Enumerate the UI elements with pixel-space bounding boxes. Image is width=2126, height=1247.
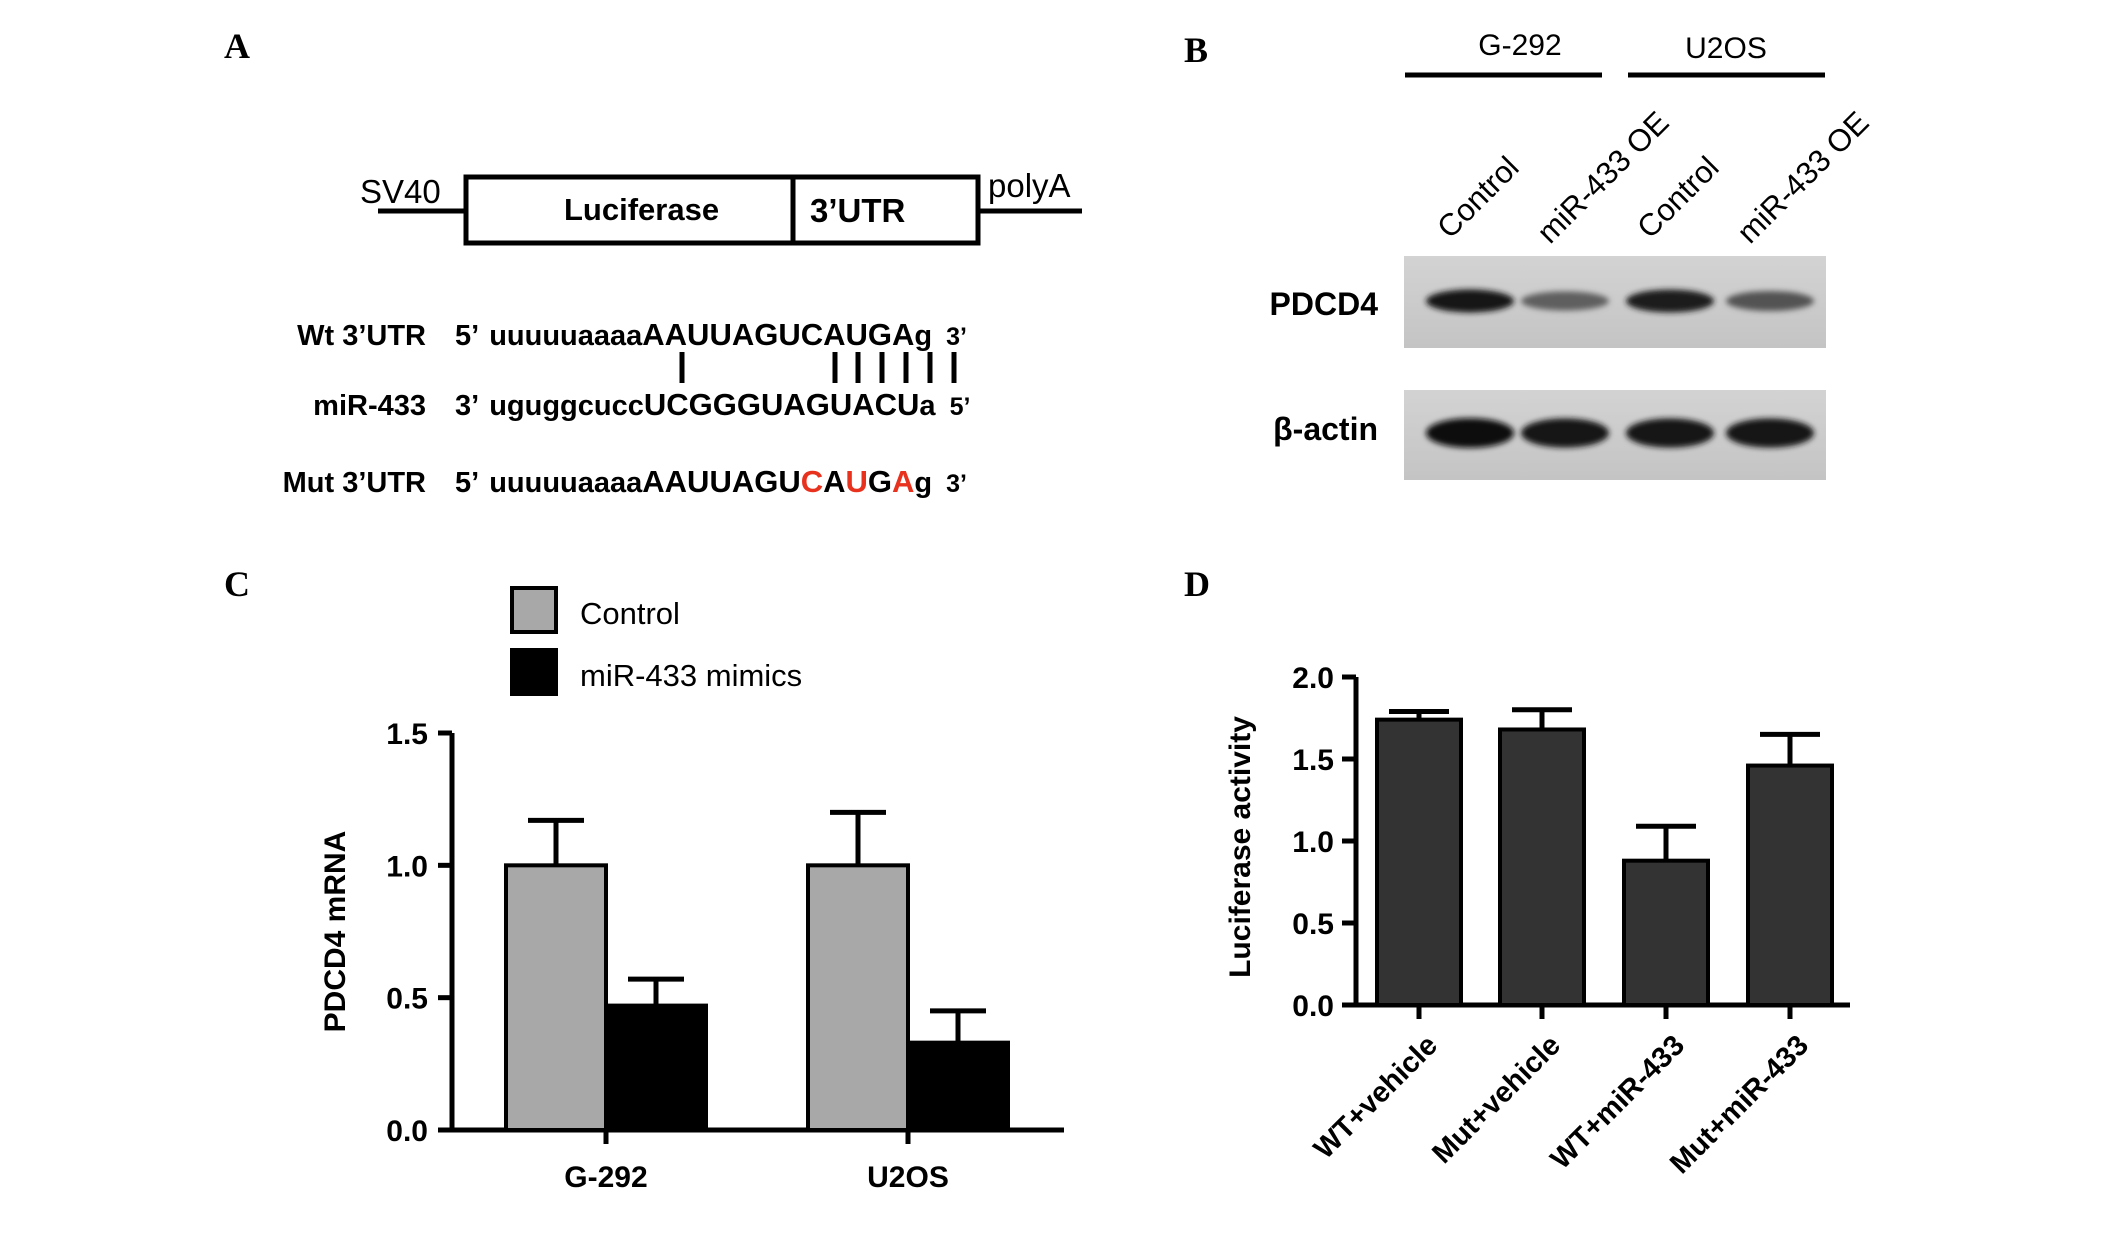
pdcd4-band-1: [1426, 289, 1514, 313]
panel-b-letter: B: [1184, 30, 1208, 70]
lane-label-1: Control: [1430, 150, 1525, 245]
chart-d-bar: [1746, 763, 1834, 1007]
pdcd4-band-3: [1626, 289, 1714, 313]
mut-upper: AAUUAGU: [642, 464, 800, 499]
chart-c-xtick-label: G-292: [564, 1161, 647, 1194]
mut-base-3: A: [892, 464, 914, 499]
mut-lower: uuuuuaaaa: [489, 467, 643, 499]
panel-c: C 0.0 0.5 1.0 1.5 PDCD4 mRNA G-292 U2OS Control…: [224, 564, 1064, 1194]
mir-end: a: [919, 390, 936, 422]
wt-prime-5: 5’: [455, 320, 479, 352]
panel-a: A SV40 Luciferase 3’UTR polyA Wt 3’UTR 5…: [224, 26, 1082, 499]
actin-bands: [1426, 418, 1814, 448]
panel-a-letter: A: [224, 26, 250, 66]
mut-end: g: [914, 467, 932, 499]
group-g292-label: G-292: [1478, 29, 1561, 62]
actin-band-4: [1726, 418, 1814, 448]
pdcd4-band-2: [1521, 291, 1609, 311]
chart-c-bar: [604, 1003, 708, 1133]
wt-end: g: [914, 320, 932, 352]
chart-c-xtick-label: U2OS: [867, 1161, 949, 1194]
chart-c: 0.0 0.5 1.0 1.5 PDCD4 mRNA G-292 U2OS Control mi…: [319, 586, 1064, 1194]
chart-d-ylabel: Luciferase activity: [1224, 716, 1257, 978]
chart-d-ytick-label: 1.5: [1292, 744, 1334, 777]
luciferase-label: Luciferase: [564, 192, 719, 227]
chart-c-bar: [806, 863, 910, 1132]
chart-c-legend-label: miR-433 mimics: [580, 658, 802, 693]
mir-prime-5: 5’: [950, 393, 971, 421]
panel-b: B G-292 U2OS Control miR-433 OE Control …: [1184, 29, 1876, 480]
pdcd4-band-4: [1726, 291, 1814, 311]
chart-c-ytick-label: 1.5: [386, 718, 428, 751]
chart-c-ytick-label: 1.0: [386, 850, 428, 883]
sv40-label: SV40: [360, 173, 441, 210]
pdcd4-bands: [1426, 289, 1814, 313]
chart-c-legend-label: Control: [580, 596, 680, 631]
chart-d-ytick-label: 2.0: [1292, 662, 1334, 695]
lane-label-3: Control: [1630, 150, 1725, 245]
blot-label-pdcd4: PDCD4: [1270, 286, 1379, 322]
pairing-ticks: [679, 352, 957, 383]
panel-c-letter: C: [224, 564, 250, 604]
chart-c-ytick-label: 0.5: [386, 983, 428, 1016]
mir-upper: UCGGGUAGUACU: [644, 387, 920, 422]
actin-band-2: [1521, 418, 1609, 448]
chart-d: 0.0 0.5 1.0 1.5 2.0 Luciferase activity WT+veh…: [1224, 662, 1850, 1180]
lane-labels: Control miR-433 OE Control miR-433 OE: [1430, 105, 1875, 250]
group-headers: G-292 U2OS: [1405, 29, 1825, 78]
group-u2os-label: U2OS: [1685, 32, 1767, 65]
chart-d-ytick-label: 1.0: [1292, 826, 1334, 859]
chart-c-legend-swatch: [510, 648, 558, 696]
chart-c-legend-swatch: [510, 586, 558, 634]
mut-label: Mut 3’UTR: [283, 467, 426, 499]
wt-lower: uuuuuaaaa: [489, 320, 643, 352]
chart-c-ylabel: PDCD4 mRNA: [319, 831, 352, 1033]
mir-label: miR-433: [313, 390, 426, 422]
actin-band-3: [1626, 418, 1714, 448]
blot-label-actin: β-actin: [1273, 411, 1378, 447]
mir-prime-3: 3’: [455, 390, 479, 422]
utr-label: 3’UTR: [810, 192, 906, 229]
mut-base-1: C: [801, 464, 823, 499]
chart-d-xtick-label: Mut+vehicle: [1426, 1029, 1567, 1170]
luciferase-construct: SV40 Luciferase 3’UTR polyA: [360, 167, 1082, 246]
chart-d-ytick-label: 0.5: [1292, 908, 1334, 941]
chart-c-bar: [906, 1040, 1010, 1133]
chart-c-ytick-label: 0.0: [386, 1115, 428, 1148]
wt-prime-3: 3’: [946, 323, 967, 351]
mut-prime-3: 3’: [946, 470, 967, 498]
actin-band-1: [1426, 418, 1514, 448]
wt-sequence: 5’ uuuuuaaaaAAUUAGUCAUGAg 3’: [455, 317, 967, 352]
chart-d-bar: [1375, 717, 1463, 1007]
sequence-alignment: Wt 3’UTR 5’ uuuuuaaaaAAUUAGUCAUGAg 3’ miR-…: [283, 317, 971, 499]
panel-d: D 0.0 0.5 1.0 1.5 2.0 Luciferase activity WT+v…: [1184, 564, 1850, 1180]
chart-d-bar: [1498, 727, 1586, 1007]
wt-label: Wt 3’UTR: [297, 320, 426, 352]
chart-c-bar: [504, 863, 608, 1132]
mir-sequence: 3’ uguggcuccUCGGGUAGUACUa 5’: [455, 387, 970, 422]
mut-sequence: 5’ uuuuuaaaaAAUUAGUCAUGAg 3’: [455, 464, 967, 499]
chart-d-bar: [1622, 858, 1710, 1007]
mut-normal-2: G: [868, 464, 892, 499]
wt-upper: AAUUAGUCAUGA: [642, 317, 914, 352]
mut-prime-5: 5’: [455, 467, 479, 499]
lane-label-4: miR-433 OE: [1730, 105, 1875, 250]
mut-base-2: U: [846, 464, 868, 499]
chart-d-xtick-label: WT+vehicle: [1308, 1029, 1444, 1165]
polya-label: polyA: [988, 167, 1071, 204]
mut-normal-1: A: [823, 464, 845, 499]
chart-d-ytick-label: 0.0: [1292, 990, 1334, 1023]
mir-lower: uguggcucc: [489, 390, 644, 422]
panel-d-letter: D: [1184, 564, 1210, 604]
